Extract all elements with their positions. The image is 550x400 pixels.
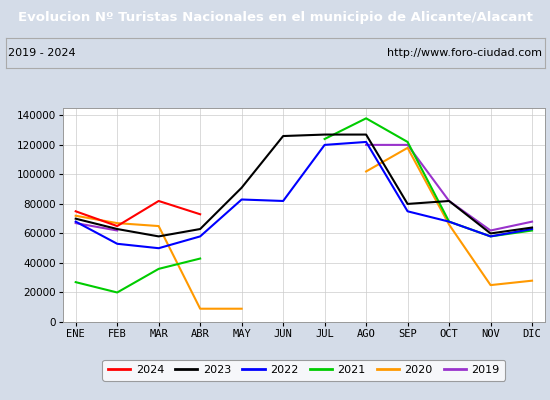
Legend: 2024, 2023, 2022, 2021, 2020, 2019: 2024, 2023, 2022, 2021, 2020, 2019 [102,360,505,381]
Text: Evolucion Nº Turistas Nacionales en el municipio de Alicante/Alacant: Evolucion Nº Turistas Nacionales en el m… [18,12,532,24]
Text: http://www.foro-ciudad.com: http://www.foro-ciudad.com [387,48,542,58]
Text: 2019 - 2024: 2019 - 2024 [8,48,76,58]
